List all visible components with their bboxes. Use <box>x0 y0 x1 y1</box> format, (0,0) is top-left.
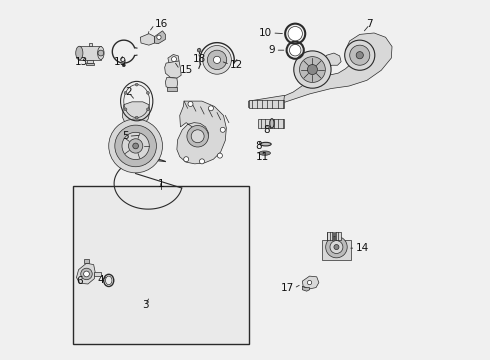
Ellipse shape <box>259 151 270 155</box>
Polygon shape <box>140 34 155 45</box>
Circle shape <box>220 127 225 132</box>
Text: 11: 11 <box>256 152 269 162</box>
Polygon shape <box>165 61 181 78</box>
Circle shape <box>307 64 318 75</box>
Circle shape <box>299 57 325 82</box>
Circle shape <box>124 91 127 94</box>
Text: 3: 3 <box>142 300 148 310</box>
Circle shape <box>172 57 176 62</box>
Text: 7: 7 <box>367 19 373 30</box>
Ellipse shape <box>98 46 104 59</box>
Text: 9: 9 <box>269 45 275 55</box>
Circle shape <box>326 236 347 258</box>
Circle shape <box>188 102 193 107</box>
Polygon shape <box>166 77 177 89</box>
Bar <box>94 272 101 276</box>
Text: 8: 8 <box>263 125 270 135</box>
Polygon shape <box>248 95 285 108</box>
Circle shape <box>157 35 161 40</box>
Circle shape <box>350 45 370 65</box>
Circle shape <box>208 106 214 111</box>
Circle shape <box>184 157 189 162</box>
Ellipse shape <box>260 142 271 146</box>
Circle shape <box>218 153 222 158</box>
Text: 14: 14 <box>355 243 368 253</box>
Circle shape <box>109 119 163 173</box>
Text: 18: 18 <box>193 54 206 64</box>
Circle shape <box>203 45 231 74</box>
Text: 13: 13 <box>75 57 88 67</box>
Circle shape <box>124 108 127 111</box>
Circle shape <box>214 56 220 63</box>
Bar <box>322 240 351 260</box>
Circle shape <box>344 40 375 70</box>
Text: 15: 15 <box>180 64 193 75</box>
Text: 2: 2 <box>125 87 132 97</box>
Text: 19: 19 <box>114 57 127 67</box>
Bar <box>89 43 92 46</box>
Circle shape <box>288 27 302 41</box>
Bar <box>248 100 285 108</box>
Text: 6: 6 <box>76 276 83 286</box>
Circle shape <box>135 83 138 86</box>
Circle shape <box>84 271 89 277</box>
Circle shape <box>133 143 139 149</box>
Polygon shape <box>84 259 89 263</box>
Circle shape <box>147 108 149 111</box>
Circle shape <box>115 125 156 167</box>
Circle shape <box>191 130 204 143</box>
Circle shape <box>135 116 138 119</box>
Circle shape <box>290 44 301 56</box>
Text: 1: 1 <box>157 179 164 189</box>
Polygon shape <box>167 87 177 91</box>
Circle shape <box>199 159 204 164</box>
Bar <box>87 59 93 63</box>
Polygon shape <box>177 101 226 164</box>
Text: 12: 12 <box>230 59 243 69</box>
Polygon shape <box>302 286 310 291</box>
Circle shape <box>207 50 227 69</box>
Ellipse shape <box>76 46 83 60</box>
Circle shape <box>128 139 143 153</box>
Ellipse shape <box>270 119 274 128</box>
Circle shape <box>294 51 331 88</box>
Polygon shape <box>168 54 179 64</box>
Polygon shape <box>155 31 166 44</box>
Polygon shape <box>267 33 392 108</box>
Circle shape <box>98 50 104 56</box>
Text: 4: 4 <box>98 275 104 285</box>
Text: 10: 10 <box>259 28 272 38</box>
Circle shape <box>187 126 208 147</box>
Text: 8: 8 <box>255 141 262 151</box>
Circle shape <box>307 280 312 285</box>
Polygon shape <box>122 102 150 127</box>
FancyBboxPatch shape <box>73 186 248 343</box>
Circle shape <box>334 244 339 249</box>
Bar <box>79 46 101 60</box>
Circle shape <box>81 268 92 280</box>
Polygon shape <box>302 276 319 289</box>
Circle shape <box>356 51 364 59</box>
Circle shape <box>330 240 343 253</box>
Circle shape <box>197 48 201 52</box>
Bar <box>258 119 285 128</box>
Circle shape <box>147 91 149 94</box>
Text: 17: 17 <box>280 283 294 293</box>
Text: 16: 16 <box>155 19 168 30</box>
Bar <box>327 232 333 240</box>
Bar <box>87 63 94 65</box>
Polygon shape <box>76 263 95 284</box>
Text: 5: 5 <box>122 131 128 141</box>
Circle shape <box>122 132 149 159</box>
Circle shape <box>122 64 125 67</box>
Bar <box>335 232 341 240</box>
